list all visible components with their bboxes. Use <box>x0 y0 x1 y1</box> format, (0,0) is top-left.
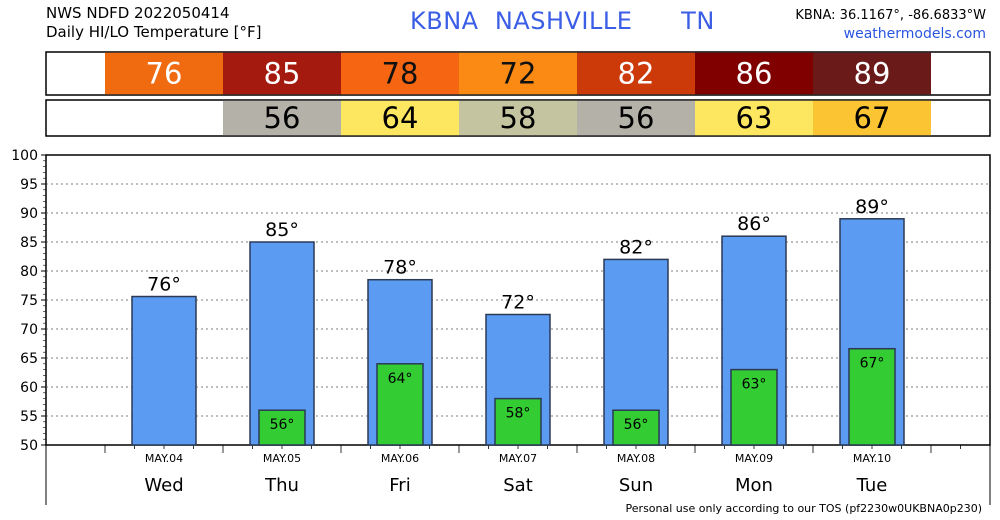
hi-bar-label: 76° <box>147 274 181 296</box>
lo-tile-value: 58 <box>500 101 537 135</box>
y-tick-label: 60 <box>20 380 38 396</box>
hi-tile-value: 86 <box>736 57 773 91</box>
lo-bar <box>494 397 542 446</box>
lo-bar <box>848 347 896 446</box>
footer-notice: Personal use only according to our TOS (… <box>625 502 982 515</box>
product-label: Daily HI/LO Temperature [°F] <box>46 23 262 41</box>
day-label: Sun <box>619 475 653 496</box>
lo-tile-value: 67 <box>854 101 891 135</box>
lo-tile <box>223 100 341 136</box>
hi-tile <box>813 52 931 95</box>
site-link[interactable]: weathermodels.com <box>843 26 986 42</box>
station-title: KBNA NASHVILLE TN <box>410 7 715 35</box>
date-label: MAY.08 <box>617 452 655 465</box>
hi-tile <box>341 52 459 95</box>
hi-tile-value: 76 <box>146 57 183 91</box>
hi-tile <box>577 52 695 95</box>
lo-bar <box>730 368 778 446</box>
y-tick-label: 75 <box>20 293 38 309</box>
hi-tile <box>223 52 341 95</box>
y-tick-label: 70 <box>20 322 38 338</box>
lo-bar-label: 56° <box>624 417 649 433</box>
lo-tile <box>813 100 931 136</box>
lo-bar-label: 64° <box>388 371 413 387</box>
hi-tile-value: 82 <box>618 57 655 91</box>
lo-tile-value: 56 <box>618 101 655 135</box>
hi-bar-label: 86° <box>737 213 771 235</box>
lo-tile-value: 63 <box>736 101 773 135</box>
lo-tile <box>341 100 459 136</box>
y-tick-label: 85 <box>20 235 38 251</box>
lo-tile-value: 56 <box>264 101 301 135</box>
y-tick-label: 90 <box>20 206 38 222</box>
date-label: MAY.04 <box>145 452 183 465</box>
y-tick-label: 80 <box>20 264 38 280</box>
day-label: Fri <box>389 475 410 496</box>
header-left: NWS NDFD 2022050414 Daily HI/LO Temperat… <box>46 4 262 42</box>
hi-bar-label: 85° <box>265 219 299 241</box>
y-tick-label: 100 <box>11 148 38 164</box>
lo-tile <box>459 100 577 136</box>
lo-tile <box>695 100 813 136</box>
hi-tile-value: 85 <box>264 57 301 91</box>
hi-tile <box>459 52 577 95</box>
day-label: Thu <box>264 475 299 496</box>
header-right: KBNA: 36.1167°, -86.6833°W weathermodels… <box>795 6 986 44</box>
hi-tile-value: 72 <box>500 57 537 91</box>
hi-bar <box>131 295 197 446</box>
model-run-label: NWS NDFD 2022050414 <box>46 4 230 22</box>
day-label: Mon <box>735 475 773 496</box>
hi-tile <box>695 52 813 95</box>
hi-tile-value: 78 <box>382 57 419 91</box>
hi-bar-label: 89° <box>855 196 889 218</box>
day-label: Sat <box>503 475 533 496</box>
date-label: MAY.05 <box>263 452 301 465</box>
date-label: MAY.06 <box>381 452 419 465</box>
lo-bar-label: 56° <box>270 417 295 433</box>
date-label: MAY.09 <box>735 452 773 465</box>
lo-bar <box>258 409 306 446</box>
station-coords: KBNA: 36.1167°, -86.6833°W <box>795 8 986 23</box>
lo-bar-label: 58° <box>506 406 531 422</box>
lo-bar-label: 67° <box>860 356 885 372</box>
lo-bar <box>612 409 660 446</box>
hi-bar-label: 82° <box>619 236 653 258</box>
day-label: Wed <box>144 475 183 496</box>
hi-bar-label: 72° <box>501 292 535 314</box>
date-label: MAY.07 <box>499 452 537 465</box>
day-label: Tue <box>856 475 888 496</box>
lo-tile <box>577 100 695 136</box>
y-tick-label: 65 <box>20 351 38 367</box>
lo-tile-value: 64 <box>382 101 419 135</box>
hi-tile <box>105 52 223 95</box>
lo-bar <box>376 363 424 446</box>
hi-tile-value: 89 <box>854 57 891 91</box>
y-tick-label: 55 <box>20 409 38 425</box>
hi-bar-label: 78° <box>383 257 417 279</box>
y-tick-label: 50 <box>20 438 38 454</box>
date-label: MAY.10 <box>853 452 891 465</box>
lo-bar-label: 63° <box>742 377 767 393</box>
y-tick-label: 95 <box>20 177 38 193</box>
